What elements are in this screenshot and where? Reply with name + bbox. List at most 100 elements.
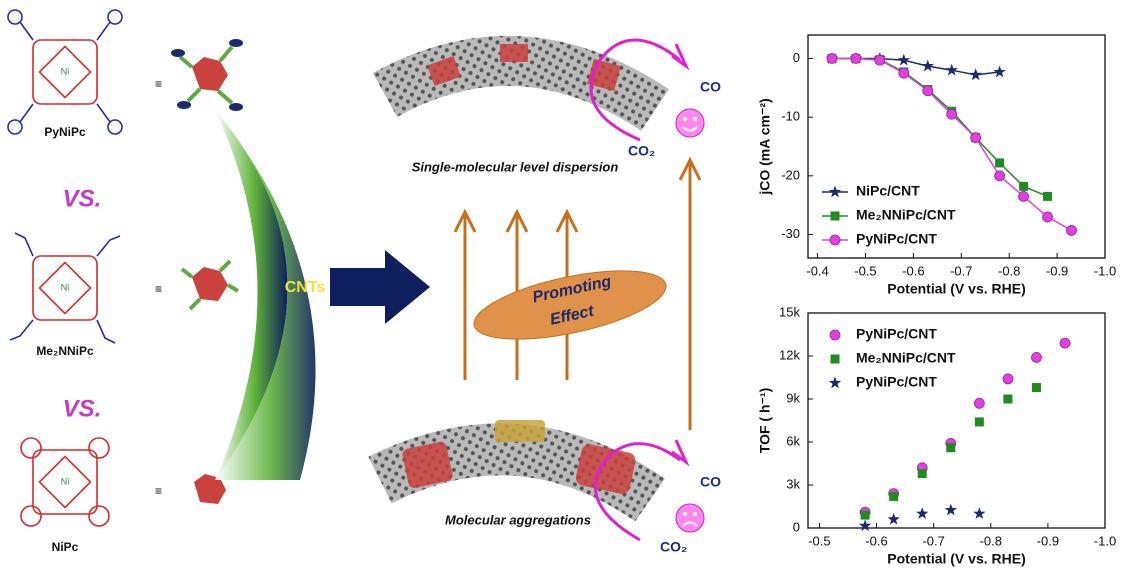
marker <box>1031 352 1042 363</box>
marker <box>1019 181 1029 191</box>
molecule-label: NiPc <box>52 540 79 554</box>
cnt-label: CNTs <box>285 279 326 296</box>
marker <box>887 512 900 525</box>
molecule-label: Me₂NNiPc <box>36 344 94 358</box>
product: CO <box>700 474 721 490</box>
legend-marker <box>828 185 842 198</box>
marker <box>995 158 1005 168</box>
marker <box>897 53 910 66</box>
x-tick-label: -1.0 <box>1094 533 1116 548</box>
marker <box>993 65 1006 78</box>
y-tick-label: 0 <box>793 519 800 534</box>
x-tick-label: -0.8 <box>998 263 1020 278</box>
svg-text:Ni: Ni <box>61 476 70 486</box>
marker <box>1002 373 1014 385</box>
molecule-label: PyNiPc <box>44 125 86 139</box>
schematic-molecules <box>171 39 243 504</box>
marker <box>970 132 982 144</box>
smiley <box>675 108 705 138</box>
marker <box>946 443 956 453</box>
cnt-arrow <box>330 250 430 324</box>
svg-text:Ni: Ni <box>61 282 70 292</box>
x-tick-label: -0.6 <box>902 263 924 278</box>
y-tick-label: -20 <box>781 167 800 182</box>
x-axis-title: Potential (V vs. RHE) <box>887 551 1025 567</box>
x-tick-label: -0.5 <box>808 533 830 548</box>
legend-label: PyNiPc/CNT <box>856 231 937 247</box>
x-tick-label: -0.9 <box>1037 533 1059 548</box>
marker <box>1018 190 1029 202</box>
frown <box>675 503 705 533</box>
marker <box>860 510 870 520</box>
marker <box>1043 191 1053 201</box>
marker <box>921 59 934 72</box>
conversion-arrow <box>589 38 690 542</box>
y-tick-label: 15k <box>779 304 800 319</box>
reactant: CO₂ <box>660 539 687 555</box>
marker <box>1059 337 1071 349</box>
marker <box>945 63 958 76</box>
x-axis-title: Potential (V vs. RHE) <box>887 281 1025 297</box>
legend-marker <box>829 329 841 341</box>
versus: VS. <box>63 185 102 212</box>
marker <box>889 491 899 501</box>
marker <box>850 53 862 64</box>
y-tick-label: 0 <box>793 50 800 65</box>
series-line <box>832 57 1072 232</box>
marker <box>1031 383 1041 393</box>
promoting-arrows <box>453 156 702 430</box>
reactant: CO₂ <box>628 143 655 159</box>
series-line <box>832 57 1048 198</box>
marker <box>826 53 838 64</box>
x-tick-label: -0.7 <box>950 263 972 278</box>
x-tick-label: -1.0 <box>1094 263 1116 278</box>
marker <box>1042 211 1053 223</box>
x-tick-label: -0.9 <box>1046 263 1068 278</box>
marker <box>973 397 985 409</box>
marker <box>944 503 957 516</box>
dispersion-gradient <box>215 110 288 480</box>
legend-label: Me₂NNiPc/CNT <box>856 350 956 366</box>
legend-label: NiPc/CNT <box>856 183 920 199</box>
y-axis-title: TOF ( h⁻¹) <box>757 388 773 453</box>
marker <box>922 85 934 97</box>
legend-label: PyNiPc/CNT <box>856 326 937 342</box>
legend-marker <box>830 354 840 364</box>
promoting-ellipse <box>473 270 667 340</box>
x-tick-label: -0.8 <box>980 533 1002 548</box>
legend-label: Me₂NNiPc/CNT <box>856 207 956 223</box>
y-tick-label: 6k <box>786 433 800 448</box>
y-tick-label: 9k <box>786 390 800 405</box>
legend-marker <box>828 376 842 389</box>
adsorbed-molecules <box>402 44 636 494</box>
marker <box>1066 225 1077 236</box>
molecule-drawings: Ni Ni Ni <box>7 9 123 527</box>
plot-frame <box>807 312 1106 529</box>
marker <box>973 507 986 519</box>
marker <box>994 170 1006 182</box>
legend-marker <box>830 211 840 221</box>
dispersion-gradient <box>215 110 316 480</box>
y-axis-title: jCO (mA cm⁻²) <box>757 98 773 195</box>
product: CO <box>700 79 721 95</box>
marker <box>916 507 929 519</box>
marker <box>946 108 958 120</box>
svg-text:Ni: Ni <box>61 66 70 76</box>
marker <box>1003 394 1013 404</box>
marker <box>969 68 982 81</box>
plot-frame <box>807 34 1106 259</box>
equiv: ≡ <box>155 484 162 498</box>
marker <box>974 417 984 427</box>
marker <box>874 54 886 66</box>
caption: Molecular aggregations <box>445 512 591 527</box>
equiv: ≡ <box>155 282 162 296</box>
x-tick-label: -0.5 <box>854 263 876 278</box>
marker <box>898 67 910 79</box>
y-tick-label: -10 <box>781 109 800 124</box>
x-tick-label: -0.6 <box>865 533 887 548</box>
x-tick-label: -0.4 <box>806 263 828 278</box>
marker <box>917 469 927 479</box>
legend-marker <box>829 234 841 246</box>
legend-label: PyNiPc/CNT <box>856 374 937 390</box>
